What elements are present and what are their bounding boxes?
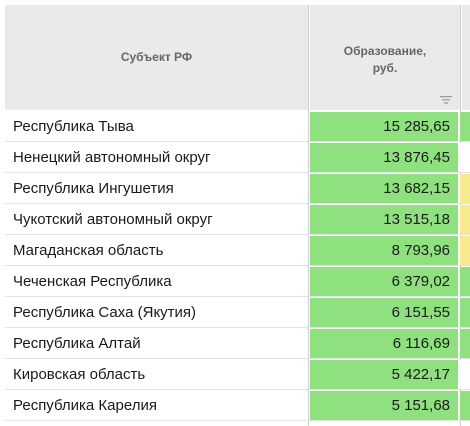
table-row[interactable]: Кировская область 5 422,17 bbox=[5, 360, 470, 390]
table-row[interactable]: Республика Карелия 5 151,68 bbox=[5, 391, 470, 421]
cell-education-value: 6 379,02 bbox=[310, 267, 458, 296]
cell-next-column bbox=[460, 174, 470, 203]
table-row[interactable]: Магаданская область 8 793,96 bbox=[5, 236, 470, 266]
cell-education-value: 15 285,65 bbox=[310, 112, 458, 141]
cell-education-value: 6 116,69 bbox=[310, 329, 458, 358]
column-divider bbox=[308, 5, 309, 426]
cell-next-column bbox=[460, 360, 470, 389]
column-header-next[interactable] bbox=[462, 5, 470, 110]
cell-education-value: 13 682,15 bbox=[310, 174, 458, 203]
cell-region-name: Чеченская Республика bbox=[13, 273, 172, 290]
cell-education-value: 8 793,96 bbox=[310, 236, 458, 265]
cell-region-name: Кировская область bbox=[13, 366, 146, 383]
cell-next-column bbox=[460, 267, 470, 296]
cell-region-name: Республика Саха (Якутия) bbox=[13, 304, 197, 321]
table-row[interactable]: Республика Саха (Якутия) 6 151,55 bbox=[5, 298, 470, 328]
cell-next-column bbox=[460, 391, 470, 420]
cell-region-name: Республика Тыва bbox=[13, 118, 134, 135]
table-row[interactable]: Республика Тыва 15 285,65 bbox=[5, 112, 470, 142]
cell-next-column bbox=[460, 112, 470, 141]
column-header-region[interactable]: Субъект РФ bbox=[5, 5, 308, 110]
column-header-education-label: Образование, руб. bbox=[310, 43, 460, 77]
table-row[interactable]: Ненецкий автономный округ 13 876,45 bbox=[5, 143, 470, 173]
cell-region-name: Республика Ингушетия bbox=[13, 180, 174, 197]
table-row[interactable]: Чеченская Республика 6 379,02 bbox=[5, 267, 470, 297]
cell-education-value: 5 422,17 bbox=[310, 360, 458, 389]
table-row[interactable]: Чукотский автономный округ 13 515,18 bbox=[5, 205, 470, 235]
cell-region-name: Магаданская область bbox=[13, 242, 164, 259]
cell-region-name: Чукотский автономный округ bbox=[13, 211, 213, 228]
cell-education-value: 6 151,55 bbox=[310, 298, 458, 327]
cell-next-column bbox=[460, 329, 470, 358]
cell-region-name: Республика Карелия bbox=[13, 397, 157, 414]
cell-education-value: 13 515,18 bbox=[310, 205, 458, 234]
column-header-education[interactable]: Образование, руб. bbox=[310, 5, 460, 110]
sort-lines-icon[interactable] bbox=[440, 96, 452, 104]
table-row[interactable]: Республика Алтай 6 116,69 bbox=[5, 329, 470, 359]
cell-education-value: 5 151,68 bbox=[310, 391, 458, 420]
cell-next-column bbox=[460, 205, 470, 234]
cell-next-column bbox=[460, 143, 470, 172]
cell-next-column bbox=[460, 236, 470, 265]
cell-next-column bbox=[460, 298, 470, 327]
cell-region-name: Ненецкий автономный округ bbox=[13, 149, 211, 166]
table-row[interactable]: Республика Ингушетия 13 682,15 bbox=[5, 174, 470, 204]
cell-region-name: Республика Алтай bbox=[13, 335, 141, 352]
column-header-region-label: Субъект РФ bbox=[120, 50, 193, 64]
cell-education-value: 13 876,45 bbox=[310, 143, 458, 172]
column-header-education-line2: руб. bbox=[372, 61, 398, 75]
column-header-education-line1: Образование, bbox=[343, 44, 427, 58]
